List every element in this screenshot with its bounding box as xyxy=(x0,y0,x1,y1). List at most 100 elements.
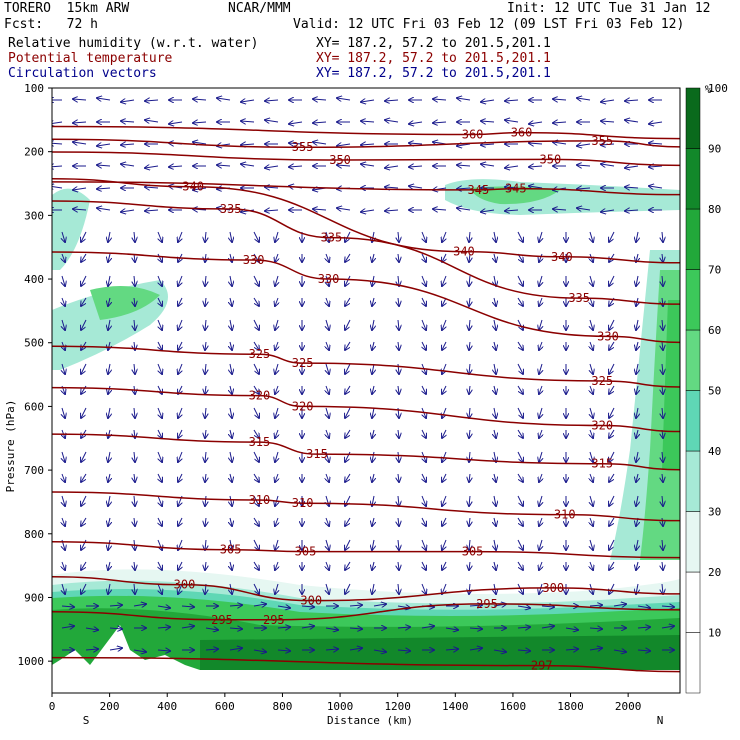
wind-vector xyxy=(108,539,110,550)
wind-vector xyxy=(62,297,65,306)
wind-vector xyxy=(469,473,470,482)
wind-vector xyxy=(625,100,639,101)
wind-vector xyxy=(442,275,446,286)
wind-vector xyxy=(469,451,470,462)
wind-vector xyxy=(178,561,182,570)
wind-vector xyxy=(108,341,110,350)
wind-vector xyxy=(205,429,206,438)
x-tick-label: 1000 xyxy=(327,700,354,713)
wind-vector xyxy=(590,341,593,350)
wind-vector xyxy=(158,253,162,262)
wind-vector xyxy=(97,165,111,166)
wind-vector xyxy=(193,142,207,144)
theta-contour-label: 315 xyxy=(591,457,613,471)
wind-vector xyxy=(529,122,543,124)
wind-vector xyxy=(205,451,206,462)
wind-vector xyxy=(442,561,446,570)
y-tick-label: 800 xyxy=(24,528,44,541)
wind-vector xyxy=(442,363,446,374)
wind-vector xyxy=(469,363,470,374)
colorbar-label: 20 xyxy=(708,566,721,579)
wind-vector xyxy=(541,606,554,607)
wind-vector xyxy=(625,120,639,122)
wind-vector xyxy=(178,341,182,350)
wind-vector xyxy=(62,473,65,482)
wind-vector xyxy=(52,122,63,124)
wind-vector xyxy=(517,561,523,570)
wind-vector xyxy=(590,297,593,306)
theta-contour-label: 310 xyxy=(554,508,576,522)
wind-vector xyxy=(398,495,399,506)
wind-vector xyxy=(345,253,351,262)
wind-vector xyxy=(81,297,87,306)
colorbar-label: 70 xyxy=(708,264,721,277)
wind-vector xyxy=(517,319,523,330)
init-time: Init: 12 UTC Tue 31 Jan 12 xyxy=(507,1,711,16)
wind-vector xyxy=(275,385,278,394)
wind-vector xyxy=(337,208,351,210)
wind-vector xyxy=(81,363,87,374)
wind-vector xyxy=(313,99,327,100)
wind-vector xyxy=(625,166,639,168)
theta-contour-label: 305 xyxy=(220,543,242,557)
wind-vector xyxy=(398,253,399,262)
wind-vector xyxy=(253,583,259,594)
wind-vector xyxy=(442,231,446,242)
wind-vector xyxy=(469,583,470,594)
wind-vector xyxy=(178,275,182,286)
wind-vector xyxy=(230,363,232,374)
wind-vector xyxy=(337,144,351,146)
wind-vector xyxy=(494,363,496,374)
wind-vector xyxy=(361,144,375,145)
circulation-vectors xyxy=(52,98,674,652)
wind-vector xyxy=(121,100,135,102)
wind-vector xyxy=(265,210,279,211)
wind-vector xyxy=(178,429,182,438)
wind-vector xyxy=(442,341,446,350)
wind-vector xyxy=(539,385,542,394)
wind-vector xyxy=(81,407,87,418)
wind-vector xyxy=(253,429,259,438)
wind-vector xyxy=(325,649,338,650)
wind-vector xyxy=(275,319,278,330)
wind-vector xyxy=(505,100,519,101)
wind-vector xyxy=(457,208,471,210)
wind-vector xyxy=(385,100,399,101)
wind-vector xyxy=(637,606,650,608)
wind-vector xyxy=(422,253,426,262)
theta-contour-label: 310 xyxy=(249,493,271,507)
wind-vector xyxy=(205,628,218,630)
wind-vector xyxy=(398,583,399,594)
wind-vector xyxy=(181,626,194,628)
wind-vector xyxy=(108,495,110,506)
x-tick-label: 800 xyxy=(273,700,293,713)
wind-vector xyxy=(253,650,266,652)
wind-vector xyxy=(109,628,122,629)
colorbar-label: 10 xyxy=(708,627,721,640)
wind-vector xyxy=(636,561,638,570)
humidity-colorbar: 10 20 30 40 50 60 70 80 90 100 xyxy=(685,82,728,694)
wind-vector xyxy=(609,429,615,438)
wind-vector xyxy=(565,628,578,630)
wind-vector xyxy=(529,143,543,144)
wind-vector xyxy=(422,517,426,526)
x-tick-label: 200 xyxy=(100,700,120,713)
wind-vector xyxy=(494,341,496,350)
theta-contour-label: 297 xyxy=(531,659,553,673)
wind-vector xyxy=(494,473,496,482)
wind-vector xyxy=(421,626,434,628)
wind-vector xyxy=(230,561,232,570)
colorbar-swatch xyxy=(685,269,701,331)
wind-vector xyxy=(373,604,386,606)
wind-vector xyxy=(442,495,446,506)
theta-contour-label: 345 xyxy=(505,182,527,196)
wind-vector xyxy=(398,539,399,550)
wind-vector xyxy=(62,253,65,262)
wind-vector xyxy=(662,231,663,242)
y-tick-label: 1000 xyxy=(18,655,45,668)
wind-vector xyxy=(108,429,110,438)
wind-vector xyxy=(253,385,259,394)
wind-vector xyxy=(372,363,374,374)
wind-vector xyxy=(457,165,471,166)
theta-contour-label: 340 xyxy=(182,180,204,194)
